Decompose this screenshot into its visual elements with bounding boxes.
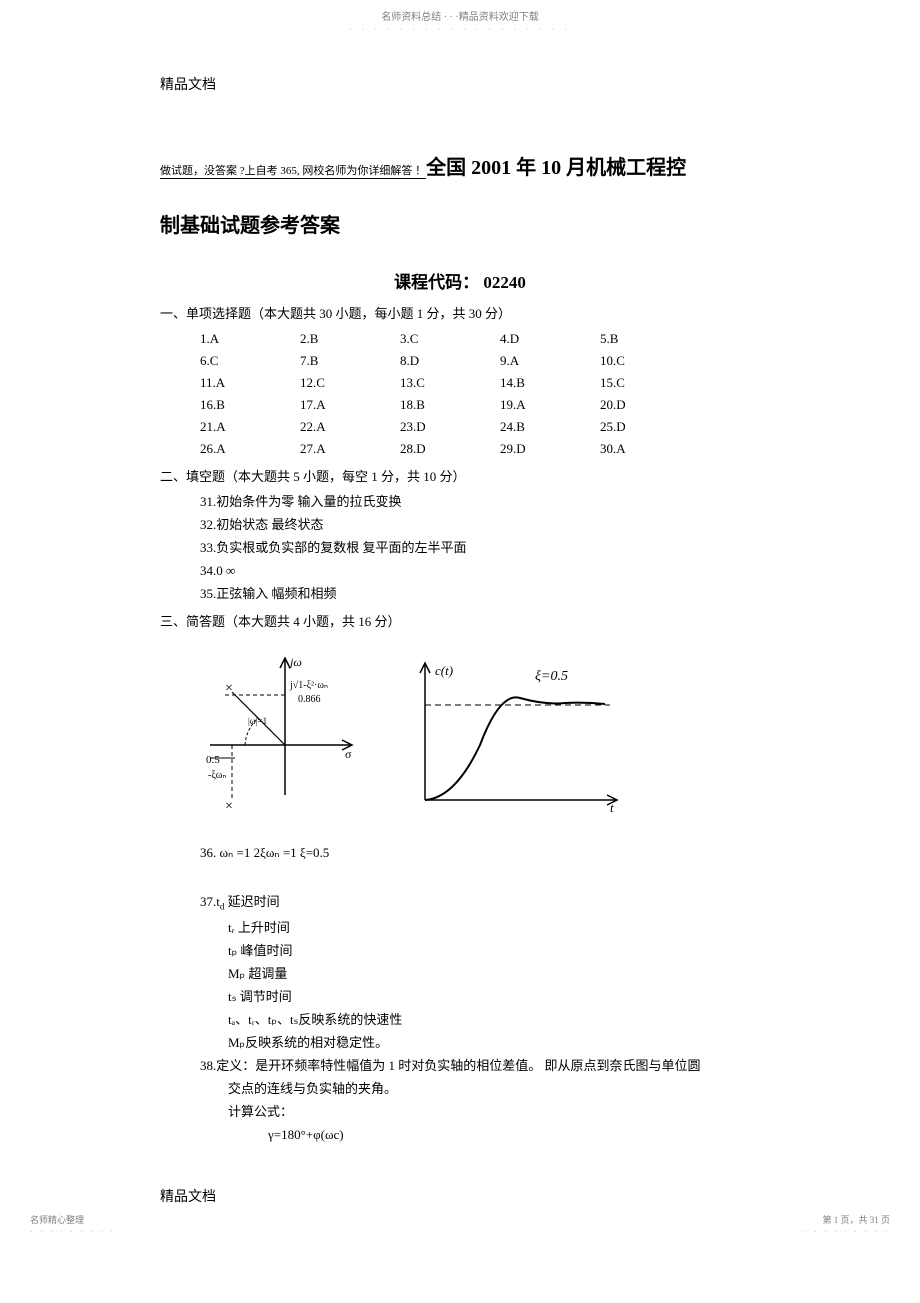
page-footer-right-dots: · · · · · · · · · — [804, 1228, 890, 1236]
item-38-block: 38.定义：是开环频率特性幅值为 1 时对负实轴的相位差值。 即从原点到奈氏图与… — [200, 1055, 760, 1146]
page-footer-left: 名师精心整理 — [30, 1213, 84, 1226]
fill-item: 31.初始条件为零 输入量的拉氏变换 — [200, 491, 760, 513]
equation-36: 36. ωₙ =1 2ξωₙ =1 ξ=0.5 — [200, 845, 760, 861]
section1-head: 一、单项选择题（本大题共 30 小题，每小题 1 分，共 30 分） — [160, 303, 760, 322]
fill-item: 34.0 ∞ — [200, 560, 760, 582]
item-37-block: 37.td 延迟时间 tᵣ 上升时间 tₚ 峰值时间 Mₚ 超调量 tₛ 调节时… — [200, 891, 760, 1054]
table-row: 6.C7.B8.D9.A10.C — [200, 350, 700, 372]
table-row: 21.A22.A23.D24.B25.D — [200, 416, 700, 438]
svg-text:ξ=0.5: ξ=0.5 — [535, 669, 568, 684]
exam-link[interactable]: 做试题，没答案 ?上自考 365, 网校名师为你详细解答 ！ — [160, 165, 426, 179]
item38-l2: 交点的连线与负实轴的夹角。 — [228, 1078, 760, 1100]
pole-diagram: jω × j√1-ξ²·ωₙ 0.866 |ω|=1 σ 0.5 -ξωₙ × — [190, 650, 370, 825]
def-line: tₛ 调节时间 — [228, 986, 760, 1008]
stable-line: Mₚ反映系统的相对稳定性。 — [228, 1032, 760, 1054]
page-footer-left-dots: · · · · · · · · · — [30, 1228, 116, 1236]
fill-item: 33.负实根或负实部的复数根 复平面的左半平面 — [200, 537, 760, 559]
table-row: 16.B17.A18.B19.A20.D — [200, 394, 700, 416]
fill-list: 31.初始条件为零 输入量的拉氏变换 32.初始状态 最终状态 33.负实根或负… — [200, 491, 760, 605]
def-line: 37.td 延迟时间 — [200, 891, 760, 915]
diagram-row: jω × j√1-ξ²·ωₙ 0.866 |ω|=1 σ 0.5 -ξωₙ × … — [190, 650, 760, 825]
table-row: 26.A27.A28.D29.D30.A — [200, 438, 700, 460]
item38-l3: 计算公式： — [228, 1101, 760, 1123]
svg-text:×: × — [225, 681, 233, 696]
title-part2: 制基础试题参考答案 — [160, 202, 760, 250]
fill-item: 35.正弦输入 幅频和相频 — [200, 583, 760, 605]
item38-l1: 38.定义：是开环频率特性幅值为 1 时对负实轴的相位差值。 即从原点到奈氏图与… — [200, 1055, 760, 1077]
def-line: tᵣ 上升时间 — [228, 917, 760, 939]
svg-text:j√1-ξ²·ωₙ: j√1-ξ²·ωₙ — [289, 680, 328, 691]
svg-text:t: t — [610, 800, 614, 815]
section3-head: 三、简答题（本大题共 4 小题，共 16 分） — [160, 611, 760, 630]
title-part1: 全国 2001 年 10 月机械工程控 — [426, 157, 686, 179]
svg-text:σ: σ — [345, 747, 352, 761]
svg-text:c(t): c(t) — [435, 663, 453, 678]
svg-text:0.866: 0.866 — [298, 694, 321, 705]
def-line: tₚ 峰值时间 — [228, 940, 760, 962]
header-note: 名师资料总结 · · ·精品资料欢迎下载 — [0, 0, 920, 25]
main-content: 精品文档 做试题，没答案 ?上自考 365, 网校名师为你详细解答 ！全国 20… — [0, 74, 920, 1246]
table-row: 11.A12.C13.C14.B15.C — [200, 372, 700, 394]
doc-label-bottom: 精品文档 — [160, 1186, 760, 1206]
response-curve: c(t) ξ=0.5 t — [400, 650, 630, 825]
section2-head: 二、填空题（本大题共 5 小题，每空 1 分，共 10 分） — [160, 466, 760, 485]
svg-text:×: × — [225, 799, 233, 814]
svg-text:0.5: 0.5 — [206, 754, 220, 766]
svg-text:jω: jω — [288, 655, 302, 669]
item38-formula: γ=180°+φ(ωc) — [268, 1124, 760, 1146]
page-footer-right: 第 1 页，共 31 页 — [822, 1213, 890, 1226]
table-row: 1.A2.B3.C4.D5.B — [200, 328, 700, 350]
def-line: Mₚ 超调量 — [228, 963, 760, 985]
title-block: 做试题，没答案 ?上自考 365, 网校名师为你详细解答 ！全国 2001 年 … — [160, 144, 760, 192]
fast-line: tₐ、tᵣ、tₚ、tₛ反映系统的快速性 — [228, 1009, 760, 1031]
header-dots: · · · · · · · · · · · · · · · · · · — [0, 25, 920, 74]
answer-table: 1.A2.B3.C4.D5.B 6.C7.B8.D9.A10.C 11.A12.… — [200, 328, 700, 460]
doc-label-top: 精品文档 — [160, 74, 760, 94]
svg-text:-ξωₙ: -ξωₙ — [208, 770, 226, 781]
fill-item: 32.初始状态 最终状态 — [200, 514, 760, 536]
course-code: 课程代码： 02240 — [160, 268, 760, 293]
